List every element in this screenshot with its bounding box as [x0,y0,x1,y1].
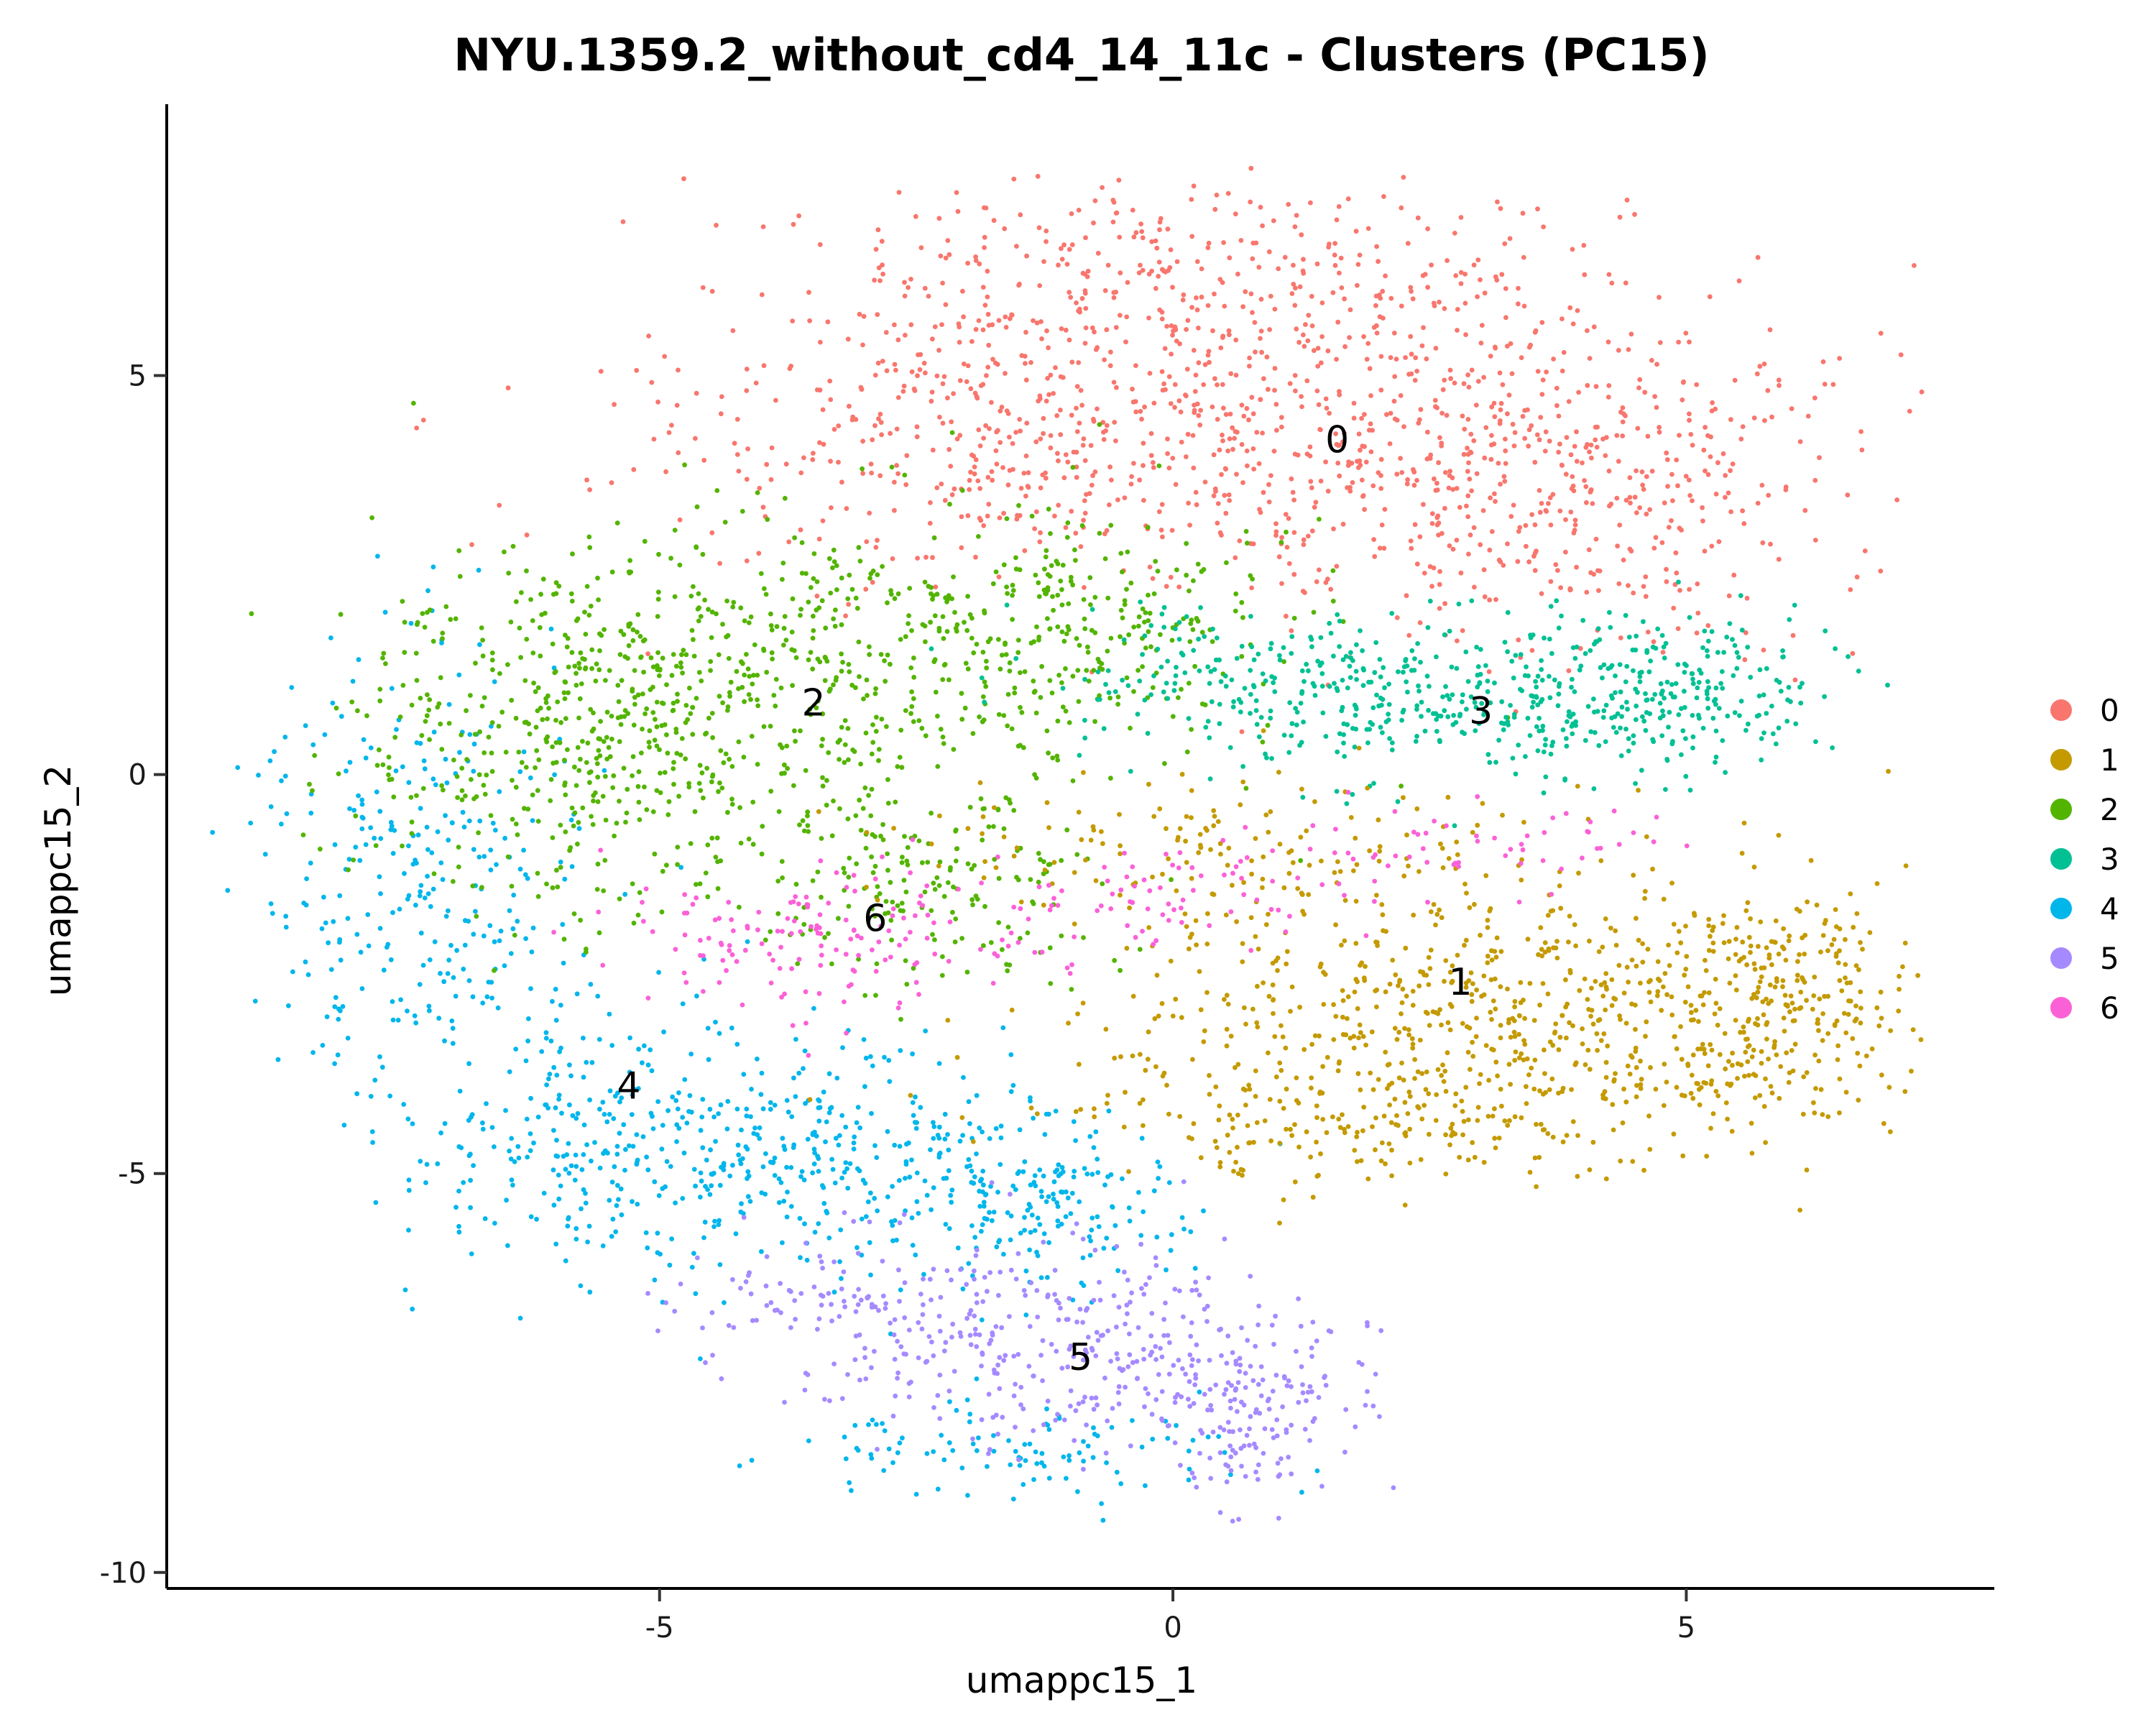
legend-label: 6 [2100,990,2119,1026]
x-tick-label: -5 [645,1611,674,1644]
cluster-label-3: 3 [1469,690,1493,733]
cluster-label-6: 6 [863,897,887,940]
cluster-label-4: 4 [617,1065,640,1108]
legend-item-5: 5 [2050,941,2119,976]
y-tick-label: 0 [129,759,147,792]
y-tick-label: 5 [129,359,147,392]
cluster-0-points [414,165,1925,735]
legend: 0 1 2 3 4 5 6 [2050,693,2119,1026]
cluster-5-points [645,1179,1396,1524]
legend-label: 4 [2100,891,2119,926]
y-tick-label: -5 [118,1158,147,1191]
legend-label: 1 [2100,742,2119,778]
legend-label: 3 [2100,842,2119,877]
legend-label: 5 [2100,941,2119,976]
chart-title: NYU.1359.2_without_cd4_14_11c - Clusters… [453,29,1710,81]
cluster-2-points [249,400,1511,1022]
cluster-label-5: 5 [1069,1336,1092,1379]
legend-swatch [2050,749,2072,770]
cluster-4-points [210,553,1320,1523]
legend-swatch [2050,898,2072,919]
legend-swatch [2050,848,2072,870]
legend-item-4: 4 [2050,891,2119,926]
y-axis-label: umappc15_2 [37,765,79,996]
scatter-points [210,165,1925,1524]
cluster-label-1: 1 [1449,961,1473,1004]
axes: -5 0 5 -10 -5 0 5 [100,104,1994,1644]
legend-label: 0 [2100,693,2119,728]
cluster-6-points [551,789,1690,1058]
y-tick-label: -10 [100,1557,147,1590]
legend-swatch [2050,799,2072,820]
cluster-labels: 0 1 2 3 4 5 6 [617,418,1493,1379]
x-tick-label: 0 [1164,1611,1181,1644]
cluster-1-points [807,728,1924,1225]
legend-item-2: 2 [2050,792,2119,827]
legend-swatch [2050,699,2072,721]
cluster-3-points [929,579,1890,829]
x-tick-label: 5 [1677,1611,1695,1644]
legend-label: 2 [2100,792,2119,827]
legend-item-3: 3 [2050,842,2119,877]
legend-item-6: 6 [2050,990,2119,1026]
cluster-label-0: 0 [1325,418,1349,461]
x-axis-label: umappc15_1 [966,1660,1197,1701]
cluster-label-2: 2 [802,682,826,725]
legend-swatch [2050,947,2072,969]
legend-item-1: 1 [2050,742,2119,778]
legend-swatch [2050,997,2072,1018]
legend-item-0: 0 [2050,693,2119,728]
